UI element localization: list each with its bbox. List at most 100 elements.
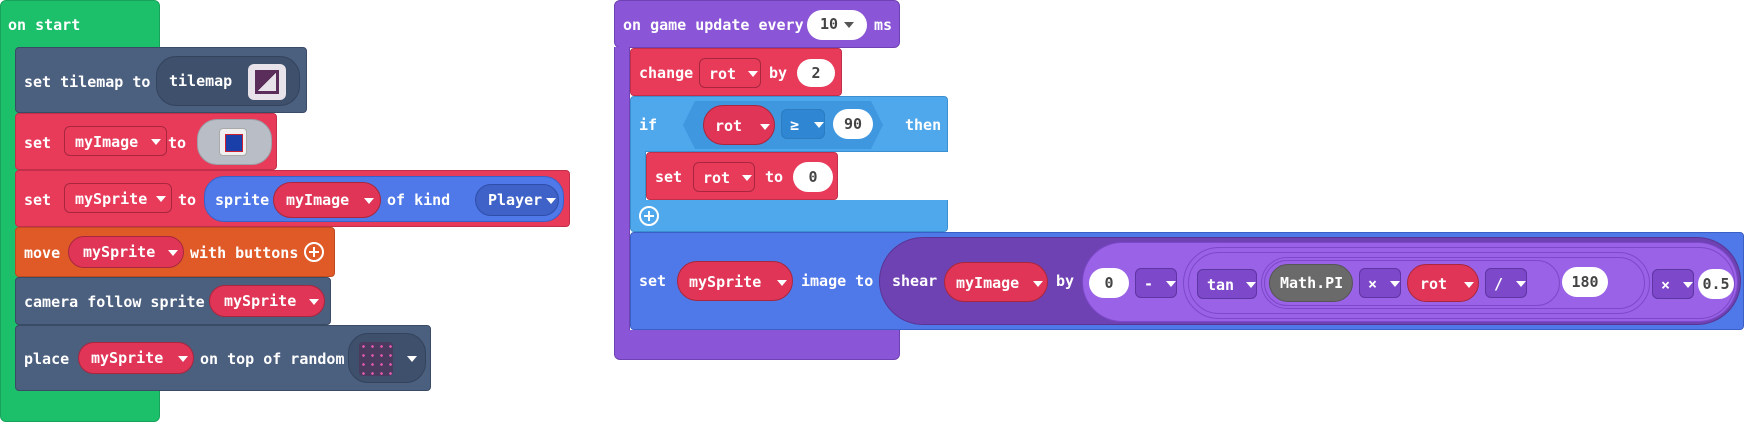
set-label: set [24, 191, 52, 209]
chevron-down-icon [151, 139, 161, 145]
if-variable-reporter[interactable]: rot [703, 105, 775, 145]
to-label: to [178, 191, 197, 209]
by-label: by [769, 64, 788, 82]
change-variable-dropdown[interactable]: rot [699, 58, 761, 88]
sprite-label: sprite [215, 191, 270, 209]
if-value-input[interactable]: 90 [833, 109, 873, 139]
minus-operator-dropdown[interactable]: - [1135, 268, 1177, 298]
divide-operator-dropdown[interactable]: / [1485, 268, 1527, 298]
set-label: set [24, 134, 52, 152]
camera-follow-block[interactable]: camera follow sprite mySprite [15, 277, 331, 325]
game-update-label: on game update every [623, 16, 804, 34]
chevron-down-icon [309, 299, 319, 305]
chevron-down-icon [1683, 282, 1693, 288]
camera-sprite-variable[interactable]: mySprite [209, 285, 325, 317]
place-sprite-variable[interactable]: mySprite [78, 342, 194, 374]
tilemap-reporter[interactable]: tilemap [156, 56, 300, 106]
add-else-plus-icon[interactable] [639, 206, 659, 226]
game-update-hat[interactable]: on game update every 10 ms [614, 0, 900, 48]
chevron-down-icon [1464, 282, 1474, 288]
if-body [630, 151, 646, 203]
image-sprite-variable[interactable]: mySprite [677, 261, 793, 301]
ms-label: ms [874, 16, 893, 34]
tile-picker[interactable] [348, 333, 426, 383]
chevron-down-icon [364, 198, 374, 204]
subtraction-reporter[interactable]: 0 - tan [1082, 242, 1738, 322]
sprite-image-variable[interactable]: myImage [273, 182, 381, 218]
change-value-input[interactable]: 2 [797, 59, 835, 87]
interval-input[interactable]: 10 [807, 10, 867, 40]
chevron-down-icon [844, 21, 855, 28]
create-sprite-reporter[interactable]: sprite myImage of kind Player [204, 176, 564, 222]
move-sprite-variable[interactable]: mySprite [68, 236, 184, 268]
to-label: to [765, 168, 784, 186]
multiply-inner-reporter[interactable]: Math.PI × rot / [1264, 260, 1560, 306]
with-buttons-label: with buttons [190, 244, 299, 262]
factor-input[interactable]: 0.5 [1698, 269, 1734, 299]
image-to-label: image to [801, 272, 874, 290]
tilemap-icon [255, 70, 279, 94]
shear-reporter[interactable]: shear myImage by 0 - tan [879, 237, 1741, 325]
of-kind-label: of kind [387, 191, 451, 209]
chevron-down-icon [156, 196, 166, 202]
chevron-down-icon [407, 356, 417, 362]
set-rot-variable-dropdown[interactable]: rot [693, 162, 755, 192]
operator-dropdown[interactable]: ≥ [781, 109, 825, 139]
set-rot-block[interactable]: set rot to 0 [646, 152, 838, 200]
set-rot-value-input[interactable]: 0 [793, 162, 833, 192]
math-pi-reporter[interactable]: Math.PI [1269, 264, 1353, 302]
chevron-down-icon [546, 198, 556, 204]
mysprite-variable-dropdown[interactable]: mySprite [64, 183, 172, 213]
to-label: to [168, 134, 187, 152]
chevron-down-icon [777, 280, 787, 286]
if-label: if [639, 116, 658, 134]
rot-variable-reporter[interactable]: rot [1407, 264, 1479, 302]
expand-plus-icon[interactable] [304, 242, 324, 262]
chevron-down-icon [1516, 281, 1526, 287]
multiply-outer-reporter[interactable]: tan Math.PI × [1183, 247, 1735, 319]
chevron-down-icon [1166, 281, 1176, 287]
chevron-down-icon [814, 122, 824, 128]
myimage-variable-dropdown[interactable]: myImage [64, 126, 167, 156]
shear-image-variable[interactable]: myImage [944, 262, 1048, 302]
if-footer [630, 200, 948, 232]
change-rot-block[interactable]: change rot by 2 [630, 48, 842, 96]
set-tilemap-label: set tilemap to [24, 73, 151, 91]
set-label: set [639, 272, 667, 290]
chevron-down-icon [1033, 281, 1043, 287]
divide-reporter[interactable]: Math.PI × rot / [1261, 257, 1645, 309]
set-sprite-image-block[interactable]: set mySprite image to shear myImage by 0… [630, 232, 1744, 330]
image-picker[interactable] [197, 119, 272, 165]
on-top-of-random-label: on top of random [200, 350, 345, 368]
times-operator-dropdown[interactable]: × [1359, 268, 1401, 298]
place-label: place [24, 350, 70, 368]
chevron-down-icon [742, 175, 752, 181]
subtract-left-input[interactable]: 0 [1089, 268, 1129, 298]
move-with-buttons-block[interactable]: move mySprite with buttons [15, 227, 335, 277]
times-outer-operator-dropdown[interactable]: × [1652, 269, 1694, 299]
change-label: change [639, 64, 694, 82]
degrees-input[interactable]: 180 [1562, 267, 1608, 297]
chevron-down-icon [760, 124, 770, 130]
tile-thumbnail-icon [359, 342, 393, 376]
set-mysprite-block[interactable]: set mySprite to sprite myImage of kind P… [15, 170, 570, 227]
tilemap-reporter-label: tilemap [169, 72, 233, 90]
chevron-down-icon [178, 356, 188, 362]
chevron-down-icon [168, 250, 178, 256]
place-on-random-block[interactable]: place mySprite on top of random [15, 325, 431, 391]
tan-reporter[interactable]: tan Math.PI × [1188, 252, 1650, 314]
kind-dropdown[interactable]: Player [475, 184, 559, 216]
chevron-down-icon [1246, 282, 1256, 288]
image-thumbnail-icon [219, 128, 247, 156]
game-update-footer [614, 330, 900, 360]
chevron-down-icon [1390, 281, 1400, 287]
camera-follow-label: camera follow sprite [24, 293, 205, 311]
chevron-down-icon [748, 71, 758, 77]
tilemap-thumbnail[interactable] [248, 64, 286, 100]
if-block[interactable]: if rot ≥ 90 then [630, 96, 948, 152]
set-tilemap-block[interactable]: set tilemap to tilemap [15, 47, 307, 113]
set-myimage-block[interactable]: set myImage to [15, 113, 277, 170]
by-label: by [1056, 272, 1075, 290]
then-label: then [905, 116, 942, 134]
tan-function-dropdown[interactable]: tan [1197, 269, 1257, 299]
